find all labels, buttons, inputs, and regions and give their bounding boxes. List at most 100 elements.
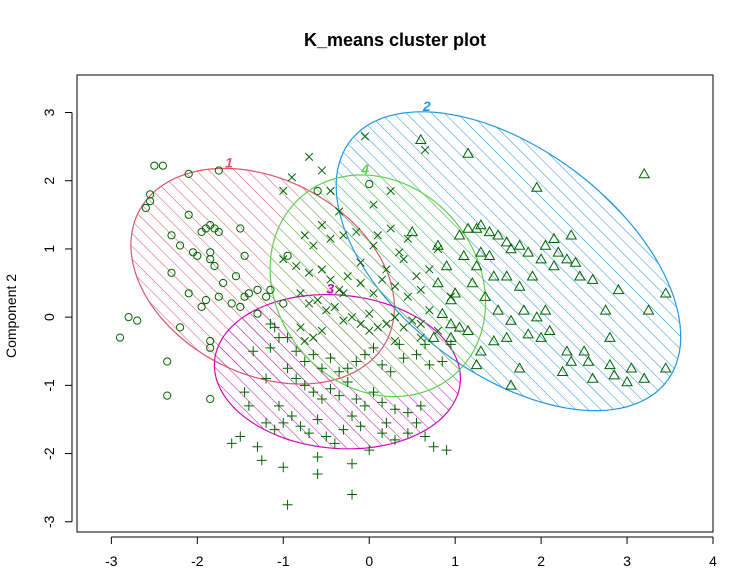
x-tick-label: 1 bbox=[451, 553, 459, 569]
cluster-3-point bbox=[269, 322, 280, 333]
cluster-3-point bbox=[377, 397, 388, 408]
cluster-4-point bbox=[403, 292, 413, 301]
cluster-2-point bbox=[642, 304, 655, 315]
cluster-2-point bbox=[513, 362, 526, 373]
cluster-3-point bbox=[273, 332, 284, 343]
cluster-2-point bbox=[487, 334, 500, 346]
cluster-2-point bbox=[552, 246, 565, 257]
cluster-2-point bbox=[526, 270, 539, 281]
cluster-3-point bbox=[312, 451, 323, 462]
cluster-3-point bbox=[402, 407, 413, 418]
cluster-1-point bbox=[206, 343, 215, 352]
cluster-4-point bbox=[382, 319, 391, 329]
cluster-1-point bbox=[253, 309, 262, 318]
cluster-3-point bbox=[347, 458, 358, 469]
cluster-1-point bbox=[167, 231, 176, 240]
cluster-2-point bbox=[505, 314, 517, 325]
cluster-4-point bbox=[365, 309, 374, 318]
cluster-4-point bbox=[408, 316, 417, 325]
cluster-2-point bbox=[573, 270, 586, 281]
cluster-2-point bbox=[569, 256, 582, 267]
cluster-3-point bbox=[368, 387, 379, 398]
cluster-2-point bbox=[445, 317, 457, 329]
cluster-4-point bbox=[352, 227, 361, 237]
cluster-4-point bbox=[425, 306, 434, 315]
cluster-1-point bbox=[236, 224, 245, 233]
cluster-4-point bbox=[420, 145, 430, 155]
cluster-3-point bbox=[252, 441, 263, 452]
x-tick-label: 2 bbox=[537, 553, 545, 569]
cluster-1-point bbox=[167, 268, 176, 277]
cluster-3-point bbox=[368, 342, 379, 353]
cluster-4-point bbox=[360, 132, 370, 141]
cluster-3-point bbox=[334, 390, 345, 401]
cluster-2-point bbox=[604, 358, 616, 370]
cluster-2-point bbox=[612, 283, 625, 295]
cluster-4-point bbox=[403, 234, 413, 243]
cluster-2-point bbox=[582, 355, 595, 366]
chart-title: K_means cluster plot bbox=[304, 30, 486, 50]
cluster-4-point bbox=[317, 326, 327, 335]
cluster-4-point bbox=[382, 265, 391, 274]
cluster-4-point bbox=[356, 278, 365, 288]
cluster-4-point bbox=[390, 282, 400, 291]
cluster-1-point bbox=[283, 251, 292, 260]
cluster-1-point bbox=[184, 169, 193, 178]
cluster-1-point bbox=[176, 323, 185, 332]
cluster-2-point bbox=[556, 365, 569, 376]
cluster-3-point bbox=[347, 489, 358, 500]
cluster-4-point bbox=[334, 207, 344, 216]
cluster-3-point bbox=[278, 462, 289, 473]
cluster-2-point bbox=[492, 304, 504, 315]
cluster-4-point bbox=[446, 292, 456, 301]
cluster-3-point bbox=[420, 431, 431, 442]
y-tick-label: -2 bbox=[41, 447, 57, 460]
cluster-3-point bbox=[351, 393, 362, 404]
cluster-2-point bbox=[475, 219, 487, 230]
cluster-2-point bbox=[479, 290, 492, 301]
cluster-3-point bbox=[299, 356, 310, 367]
cluster-2-point bbox=[500, 270, 513, 281]
cluster-1-point bbox=[146, 190, 155, 199]
cluster-3-point bbox=[286, 411, 297, 422]
cluster-1-point bbox=[365, 180, 374, 189]
cluster-1-point bbox=[262, 292, 271, 301]
cluster-4-point bbox=[369, 241, 378, 250]
cluster-4-point bbox=[356, 258, 365, 267]
cluster-4-point bbox=[334, 285, 344, 295]
cluster-3-point bbox=[312, 414, 323, 425]
cluster-2-point bbox=[470, 222, 483, 233]
cluster-2-point bbox=[586, 372, 599, 383]
cluster-3-point bbox=[291, 346, 302, 357]
y-tick-label: 2 bbox=[41, 177, 57, 185]
cluster-1-point bbox=[313, 186, 322, 196]
cluster-3-point bbox=[282, 363, 293, 374]
cluster-2-ellipse bbox=[335, 111, 682, 412]
cluster-3-point bbox=[402, 428, 413, 439]
cluster-4-point bbox=[313, 295, 322, 305]
cluster-1-point bbox=[163, 391, 172, 400]
cluster-2-point bbox=[440, 259, 453, 271]
cluster-3-point bbox=[239, 387, 250, 398]
y-tick-label: 3 bbox=[41, 108, 57, 116]
cluster-3-point bbox=[321, 431, 332, 442]
cluster-4-point bbox=[343, 272, 352, 281]
cluster-3-point bbox=[424, 359, 435, 370]
cluster-1-point bbox=[227, 299, 236, 308]
x-axis: -3 -2 -1 0 1 2 3 4 bbox=[105, 536, 717, 569]
cluster-3-point bbox=[411, 417, 422, 428]
cluster-3-point bbox=[355, 421, 366, 432]
cluster-3-point bbox=[334, 366, 345, 377]
y-tick-label: 0 bbox=[41, 313, 57, 321]
cluster-2-point bbox=[453, 321, 466, 332]
cluster-3-point bbox=[377, 428, 388, 439]
cluster-2-point bbox=[505, 242, 517, 254]
cluster-2-point bbox=[406, 225, 419, 237]
cluster-2-point bbox=[436, 307, 449, 318]
cluster-3-point bbox=[342, 376, 353, 387]
cluster-4-point bbox=[304, 299, 314, 308]
x-tick-label: -2 bbox=[191, 553, 204, 569]
cluster-4-point bbox=[386, 224, 395, 233]
cluster-3-point bbox=[381, 417, 392, 428]
cluster-3-point bbox=[342, 363, 353, 374]
